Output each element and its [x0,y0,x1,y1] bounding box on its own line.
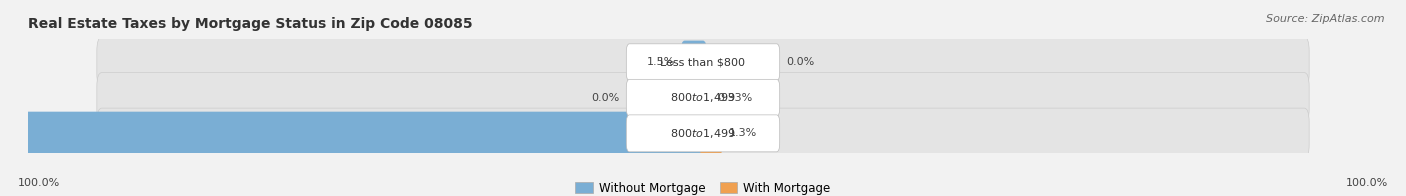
Legend: Without Mortgage, With Mortgage: Without Mortgage, With Mortgage [575,182,831,195]
FancyBboxPatch shape [626,115,780,152]
Text: 0.0%: 0.0% [786,57,814,67]
Text: 100.0%: 100.0% [18,178,60,188]
Text: $800 to $1,499: $800 to $1,499 [671,91,735,104]
FancyBboxPatch shape [0,112,707,155]
Text: Source: ZipAtlas.com: Source: ZipAtlas.com [1267,14,1385,24]
FancyBboxPatch shape [699,112,723,155]
FancyBboxPatch shape [681,41,707,84]
FancyBboxPatch shape [97,108,1309,159]
Text: Less than $800: Less than $800 [661,57,745,67]
FancyBboxPatch shape [626,79,780,116]
FancyBboxPatch shape [97,73,1309,123]
FancyBboxPatch shape [699,76,710,120]
Text: 1.5%: 1.5% [647,57,675,67]
FancyBboxPatch shape [97,37,1309,87]
FancyBboxPatch shape [626,44,780,81]
Text: Real Estate Taxes by Mortgage Status in Zip Code 08085: Real Estate Taxes by Mortgage Status in … [28,17,472,31]
Text: $800 to $1,499: $800 to $1,499 [671,127,735,140]
Text: 1.3%: 1.3% [728,128,756,138]
Text: 0.33%: 0.33% [717,93,752,103]
Text: 100.0%: 100.0% [1346,178,1388,188]
Text: 0.0%: 0.0% [592,93,620,103]
